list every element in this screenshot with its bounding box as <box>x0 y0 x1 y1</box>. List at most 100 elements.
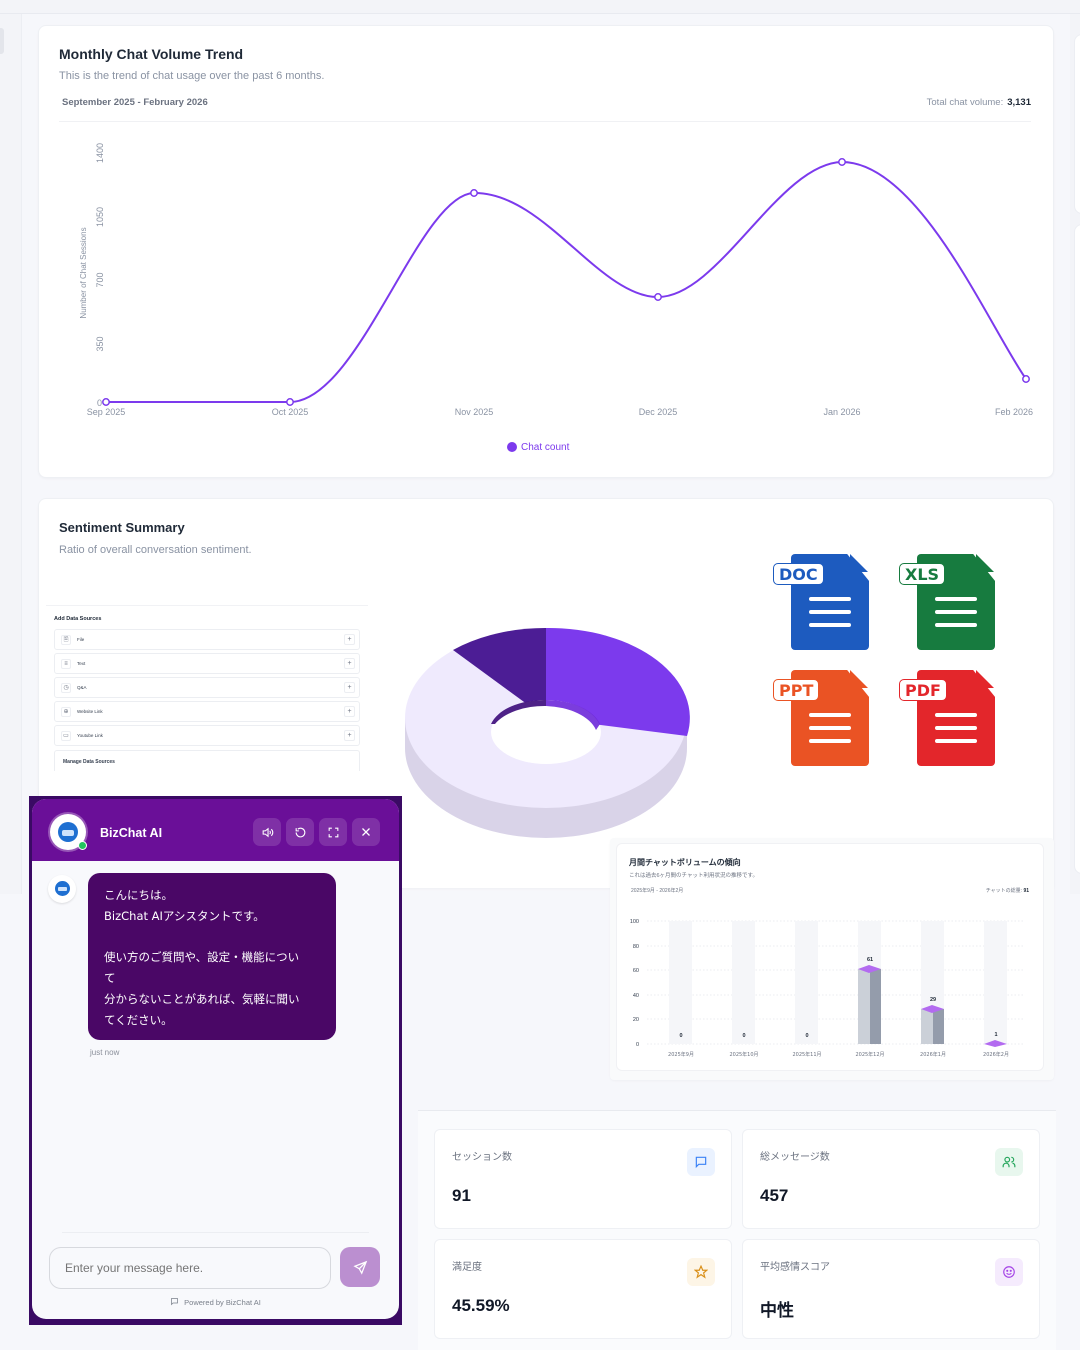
fullscreen-button[interactable] <box>319 818 347 846</box>
bot-avatar <box>50 814 87 850</box>
bar-feb[interactable] <box>984 1040 1007 1047</box>
expand-icon <box>328 827 338 837</box>
total-chat-count: チャットの総量: 91 <box>986 887 1029 894</box>
line-chart[interactable]: Number of Chat Sessions 1400 1050 700 35… <box>39 26 1055 479</box>
file-tag: PDF <box>899 679 947 701</box>
star-icon <box>687 1258 715 1286</box>
online-status-dot <box>78 841 87 850</box>
send-icon <box>352 1260 367 1275</box>
sidebar-tab[interactable] <box>0 28 4 54</box>
y-tick: 350 <box>95 336 105 351</box>
send-button[interactable] <box>340 1247 380 1287</box>
add-data-sources-panel: Add Data Sources 🗎 File + ≡ Text + ◷ Q&A… <box>46 605 368 771</box>
data-source-file[interactable]: 🗎 File + <box>54 629 360 650</box>
stat-value: 45.59% <box>452 1296 510 1315</box>
card-title: Monthly Chat Volume Trend <box>59 46 244 62</box>
x-tick: Nov 2025 <box>455 407 494 417</box>
stat-value: 91 <box>452 1186 471 1205</box>
total-value: 91 <box>1023 888 1029 894</box>
chat-bubble-icon <box>687 1148 715 1176</box>
data-source-youtube[interactable]: ▭ Youtube Link + <box>54 725 360 746</box>
smile-icon <box>995 1258 1023 1286</box>
divider <box>62 1232 369 1233</box>
x-tick: 2026年1月 <box>920 1051 946 1058</box>
bar-value: 0 <box>742 1033 745 1039</box>
legend-dot-icon <box>507 442 517 452</box>
data-source-label: File <box>77 637 85 642</box>
doc-file-icon: DOC <box>771 551 871 651</box>
y-tick: 60 <box>633 968 639 974</box>
stat-label: セッション数 <box>452 1152 512 1163</box>
left-sidebar <box>0 14 22 894</box>
file-tag: XLS <box>899 563 946 585</box>
total-label: チャットの総量: <box>985 888 1023 894</box>
y-tick: 700 <box>95 272 105 287</box>
stat-label: 平均感情スコア <box>760 1262 830 1273</box>
stat-value: 中性 <box>760 1301 794 1320</box>
legend-label: Chat count <box>521 442 570 453</box>
message-input[interactable] <box>49 1247 331 1289</box>
bar-chart[interactable]: 100 80 60 40 20 0 0 <box>617 844 1045 1072</box>
chat-header: BizChat AI <box>32 799 399 861</box>
manage-label: Manage Data Sources <box>63 759 115 765</box>
chat-count-line <box>106 160 1027 403</box>
sound-button[interactable] <box>253 818 281 846</box>
data-points <box>102 158 1030 406</box>
sentiment-donut-chart[interactable] <box>400 620 695 850</box>
y-tick: 1400 <box>95 143 105 163</box>
message-timestamp: just now <box>90 1048 120 1057</box>
xls-file-icon: XLS <box>897 551 997 651</box>
x-tick: 2025年9月 <box>668 1051 694 1058</box>
stat-value: 457 <box>760 1186 789 1205</box>
top-bar <box>0 0 1080 14</box>
data-source-qa[interactable]: ◷ Q&A + <box>54 677 360 698</box>
right-panel-edge <box>1070 14 1080 894</box>
refresh-icon <box>295 827 305 837</box>
close-button[interactable] <box>352 818 380 846</box>
x-tick: Oct 2025 <box>272 407 309 417</box>
youtube-icon: ▭ <box>61 731 71 741</box>
data-source-text[interactable]: ≡ Text + <box>54 653 360 674</box>
total-value: 3,131 <box>1007 97 1031 108</box>
globe-icon: ⊕ <box>61 707 71 717</box>
y-tick: 80 <box>633 944 639 950</box>
add-qa-button[interactable]: + <box>344 682 355 693</box>
total-label: Total chat volume: <box>926 97 1004 108</box>
date-range: 2025年9月 - 2026年2月 <box>631 888 684 894</box>
close-icon <box>362 828 370 836</box>
text-icon: ≡ <box>61 659 71 669</box>
add-website-button[interactable]: + <box>344 706 355 717</box>
add-youtube-button[interactable]: + <box>344 730 355 741</box>
data-source-label: Website Link <box>77 709 103 714</box>
legend[interactable]: Chat count <box>507 442 570 453</box>
speaker-icon <box>262 827 273 837</box>
robot-icon <box>58 822 78 842</box>
bar-dec[interactable] <box>858 969 870 1044</box>
stat-sentiment-score: 平均感情スコア 中性 <box>742 1239 1040 1339</box>
pdf-file-icon: PDF <box>897 667 997 767</box>
y-tick: 1050 <box>95 207 105 227</box>
jp-monthly-volume-card: 月間チャットボリュームの傾向 これは過去6ヶ月間のチャット利用状況の推移です。 … <box>610 838 1054 1080</box>
data-source-label: Q&A <box>77 685 87 690</box>
bar-value: 61 <box>867 957 873 963</box>
bar-value: 1 <box>994 1032 997 1038</box>
add-file-button[interactable]: + <box>344 634 355 645</box>
card-subtitle: これは過去6ヶ月間のチャット利用状況の推移です。 <box>629 873 758 879</box>
bot-name: BizChat AI <box>100 826 163 840</box>
manage-data-sources-button[interactable]: Manage Data Sources <box>54 750 360 771</box>
y-tick: 0 <box>636 1042 639 1048</box>
stat-satisfaction: 満足度 45.59% <box>434 1239 732 1339</box>
add-text-button[interactable]: + <box>344 658 355 669</box>
users-icon <box>995 1148 1023 1176</box>
y-tick: 100 <box>630 919 639 925</box>
stats-grid: セッション数 91 総メッセージ数 457 満足度 45.59% 平均感情スコア… <box>418 1110 1056 1350</box>
bar-jan[interactable] <box>921 1009 933 1044</box>
divider <box>59 121 1031 122</box>
reset-button[interactable] <box>286 818 314 846</box>
x-tick: 2025年12月 <box>855 1051 884 1058</box>
message-icon <box>171 1298 179 1306</box>
x-tick: Feb 2026 <box>995 407 1033 417</box>
x-tick: Dec 2025 <box>639 407 678 417</box>
stat-label: 総メッセージ数 <box>760 1152 830 1163</box>
data-source-website[interactable]: ⊕ Website Link + <box>54 701 360 722</box>
